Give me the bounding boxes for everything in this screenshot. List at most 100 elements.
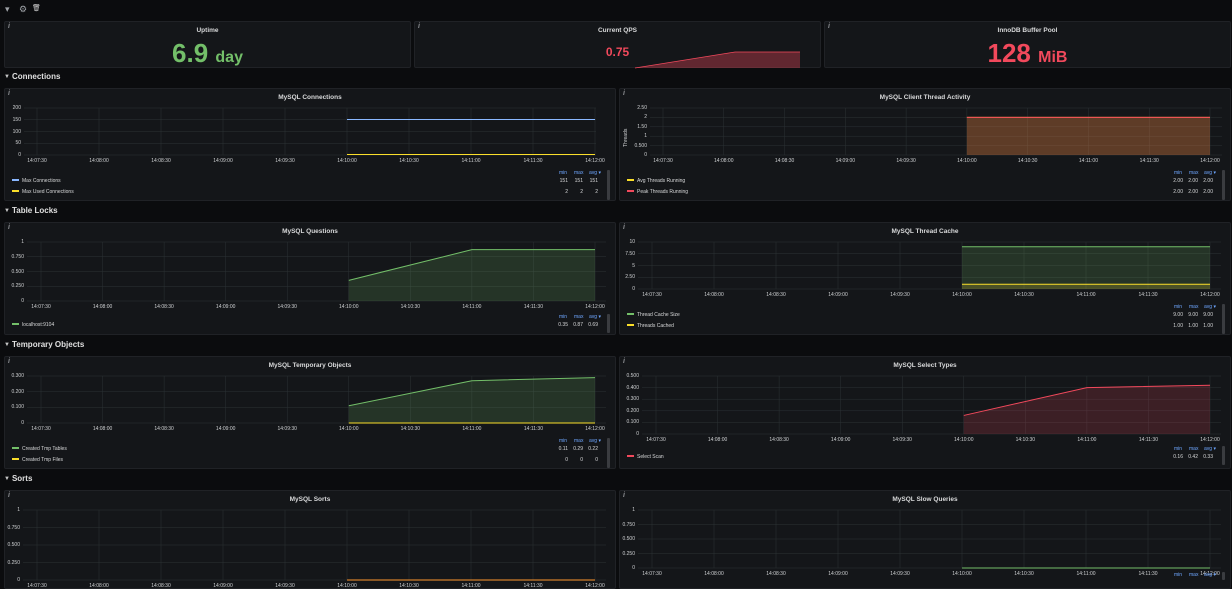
row-connections[interactable]: ▼ Connections <box>4 71 60 83</box>
legend-sort-max[interactable]: max <box>574 170 584 176</box>
legend-item[interactable]: Created Tmp Files <box>12 457 63 463</box>
legend-item[interactable]: Max Used Connections <box>12 189 74 195</box>
x-tick-label: 14:08:00 <box>89 158 109 164</box>
legend-item[interactable]: Created Tmp Tables <box>12 446 67 452</box>
settings-icon[interactable]: ⚙ <box>19 4 28 14</box>
x-tick-label: 14:12:00 <box>1200 158 1220 164</box>
legend-sort-max[interactable]: max <box>574 438 584 444</box>
x-tick-label: 14:08:30 <box>769 437 789 443</box>
legend-scrollbar[interactable] <box>607 438 610 468</box>
x-tick-label: 14:07:30 <box>642 292 662 298</box>
legend-item[interactable]: localhost:9104 <box>12 322 54 328</box>
x-tick-label: 14:11:00 <box>461 583 481 589</box>
legend-item[interactable]: Thread Cache Size <box>627 312 680 318</box>
x-tick-label: 14:09:00 <box>215 426 236 432</box>
collapse-icon[interactable]: ▾ <box>5 4 10 14</box>
legend-sort-min[interactable]: min <box>1174 304 1183 310</box>
legend-sort-avg[interactable]: avg ▾ <box>1204 170 1216 176</box>
legend-sort-avg[interactable]: avg ▾ <box>589 438 601 444</box>
x-tick-label: 14:08:30 <box>766 571 786 577</box>
info-icon[interactable]: i <box>623 90 625 97</box>
legend-label: Avg Threads Running <box>637 178 686 184</box>
legend-sort-min[interactable]: min <box>559 170 568 176</box>
legend-item[interactable]: Peak Threads Running <box>627 189 688 195</box>
x-tick-label: 14:09:30 <box>275 583 295 589</box>
x-tick-label: 14:09:30 <box>277 304 297 310</box>
x-tick-label: 14:11:00 <box>1077 437 1097 443</box>
legend-min: 0.16 <box>1173 454 1183 460</box>
questions-panel: i MySQL Questions 1 0.750 0.500 0.250 0 14:07:3… <box>4 222 616 335</box>
legend-sort-min[interactable]: min <box>559 438 568 444</box>
info-icon[interactable]: i <box>8 90 10 97</box>
legend-label: Peak Threads Running <box>637 189 689 195</box>
legend-sort-avg[interactable]: avg ▾ <box>1204 446 1216 452</box>
legend-sort-min[interactable]: min <box>559 314 568 320</box>
y-tick-label: 7.50 <box>625 250 635 257</box>
slow-queries-panel: i MySQL Slow Queries 1 0.750 0.500 0.250 0 14:0… <box>619 490 1231 589</box>
legend-sort-min[interactable]: min <box>1174 170 1183 176</box>
legend-max: 2.00 <box>1188 178 1198 184</box>
legend-sort-avg[interactable]: avg ▾ <box>1204 572 1216 578</box>
select-types-panel: i MySQL Select Types 0.500 0.400 0.300 0.200 0… <box>619 356 1231 469</box>
legend-scrollbar[interactable] <box>1222 304 1225 334</box>
legend-scrollbar[interactable] <box>607 314 610 333</box>
x-tick-label: 14:12:00 <box>585 158 605 164</box>
legend-sort-max[interactable]: max <box>574 314 584 320</box>
row-table-locks[interactable]: ▼ Table Locks <box>4 205 58 217</box>
info-icon[interactable]: i <box>8 492 10 499</box>
delete-icon[interactable]: 🗑 <box>32 5 41 12</box>
legend-scrollbar[interactable] <box>1222 572 1225 580</box>
row-sorts[interactable]: ▼ Sorts <box>4 473 32 485</box>
x-tick-label: 14:07:30 <box>27 158 47 164</box>
y-tick-label: 5 <box>632 262 635 269</box>
legend-sort-max[interactable]: max <box>1189 572 1199 578</box>
x-tick-label: 14:09:00 <box>213 158 233 164</box>
x-tick-label: 14:09:00 <box>828 571 848 577</box>
info-icon[interactable]: i <box>8 23 10 30</box>
x-tick-label: 14:10:00 <box>337 583 357 589</box>
legend-scrollbar[interactable] <box>607 170 610 200</box>
info-icon[interactable]: i <box>828 23 830 30</box>
legend-sort-max[interactable]: max <box>1189 170 1199 176</box>
info-icon[interactable]: i <box>418 23 420 30</box>
x-tick-label: 14:09:30 <box>275 158 295 164</box>
y-tick-label: 0 <box>632 286 635 292</box>
y-tick-label: 1 <box>17 507 20 513</box>
y-tick-label: 0.300 <box>626 396 639 403</box>
x-tick-label: 14:09:30 <box>277 426 297 432</box>
legend-item[interactable]: Select Scan <box>627 454 664 460</box>
legend-sort-min[interactable]: min <box>1174 572 1183 578</box>
info-icon[interactable]: i <box>623 358 625 365</box>
legend-sort-avg[interactable]: avg ▾ <box>1204 304 1216 310</box>
legend-item[interactable]: Max Connections <box>12 178 61 184</box>
legend-avg: 2.00 <box>1203 189 1213 195</box>
y-tick-label: 0.750 <box>11 253 24 260</box>
info-icon[interactable]: i <box>8 224 10 231</box>
row-temporary-objects[interactable]: ▼ Temporary Objects <box>4 339 84 351</box>
stat-number: 128 <box>987 38 1031 68</box>
y-tick-label: 0.500 <box>622 536 635 542</box>
info-icon[interactable]: i <box>623 492 625 499</box>
legend-sort-avg[interactable]: avg ▾ <box>589 170 601 176</box>
info-icon[interactable]: i <box>8 358 10 365</box>
legend-avg: 0 <box>595 457 598 463</box>
info-icon[interactable]: i <box>623 224 625 231</box>
x-tick-label: 14:11:00 <box>1078 158 1098 164</box>
x-tick-label: 14:10:30 <box>1014 571 1034 577</box>
legend-avg: 2.00 <box>1203 178 1213 184</box>
legend-sort-avg[interactable]: avg ▾ <box>589 314 601 320</box>
x-tick-label: 14:11:30 <box>1138 292 1158 298</box>
legend-sort-max[interactable]: max <box>1189 446 1199 452</box>
legend-item[interactable]: Threads Cached <box>627 323 674 329</box>
legend-scrollbar[interactable] <box>1222 170 1225 200</box>
legend-max: 2 <box>580 189 583 195</box>
y-tick-label: 200 <box>12 105 21 111</box>
legend-sort-min[interactable]: min <box>1174 446 1183 452</box>
legend-item[interactable]: Avg Threads Running <box>627 178 685 184</box>
legend-sort-max[interactable]: max <box>1189 304 1199 310</box>
legend-scrollbar[interactable] <box>1222 446 1225 465</box>
x-tick-label: 14:11:00 <box>1076 571 1096 577</box>
y-tick-label: 0 <box>21 420 24 426</box>
series-area <box>966 117 1210 155</box>
legend-max: 0.87 <box>573 322 583 328</box>
